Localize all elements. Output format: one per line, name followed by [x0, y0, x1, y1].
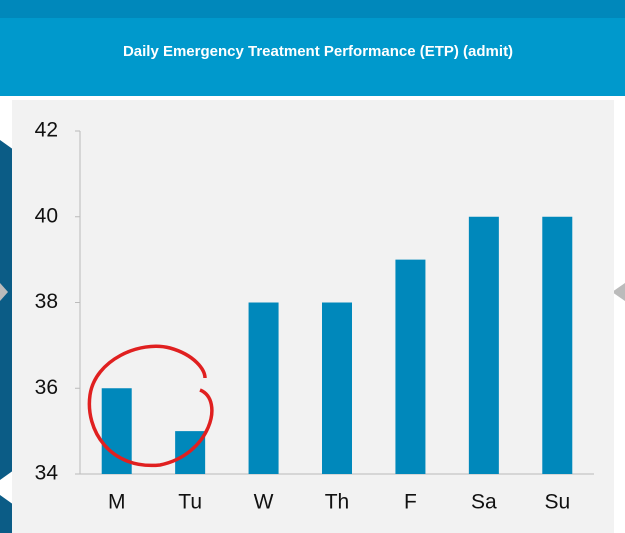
x-tick-label: Th — [325, 491, 350, 514]
x-tick-label: Sa — [471, 491, 497, 514]
bar — [542, 216, 573, 474]
bar — [468, 216, 499, 474]
y-tick-label: 36 — [35, 376, 58, 399]
left-edge-bottom — [0, 495, 14, 533]
y-tick-label: 34 — [35, 462, 59, 485]
x-tick-label: Tu — [178, 491, 202, 514]
annotation-circle — [87, 344, 214, 468]
bar — [322, 302, 352, 474]
bar — [248, 302, 279, 474]
chart-title: Daily Emergency Treatment Performance (E… — [123, 43, 513, 60]
marks: 34 36 38 40 42 M Tu W Th F Sa Su — [35, 119, 573, 514]
y-tick-label: 42 — [35, 119, 58, 142]
left-arrow — [0, 283, 8, 301]
bar — [395, 259, 426, 474]
x-tick-label: Su — [544, 491, 570, 514]
right-arrow — [612, 283, 625, 301]
y-tick-label: 40 — [35, 204, 58, 227]
x-tick-label: M — [108, 491, 126, 514]
header-strip — [0, 0, 625, 18]
x-tick-label: F — [404, 491, 417, 514]
y-tick-label: 38 — [35, 290, 58, 313]
x-tick-label: W — [254, 491, 274, 514]
left-edge — [0, 140, 14, 480]
